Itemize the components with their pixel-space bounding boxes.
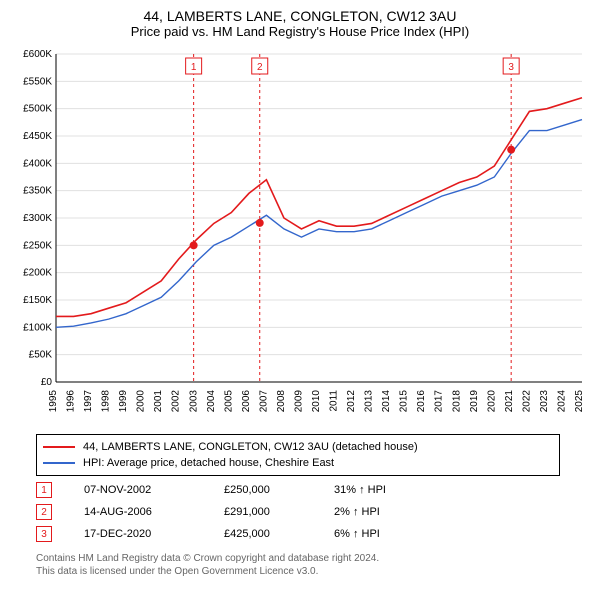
sale-pct: 2% ↑ HPI — [334, 506, 434, 518]
svg-text:£150K: £150K — [23, 295, 52, 306]
svg-text:2014: 2014 — [381, 390, 392, 413]
svg-text:2025: 2025 — [574, 390, 585, 413]
svg-text:£550K: £550K — [23, 76, 52, 87]
sale-price: £291,000 — [224, 506, 334, 518]
svg-text:1999: 1999 — [118, 390, 129, 413]
chart-title: 44, LAMBERTS LANE, CONGLETON, CW12 3AU — [0, 8, 600, 24]
svg-text:£600K: £600K — [23, 49, 52, 60]
svg-text:2002: 2002 — [171, 390, 182, 413]
sales-row: 1 07-NOV-2002 £250,000 31% ↑ HPI — [36, 480, 434, 500]
svg-text:£400K: £400K — [23, 158, 52, 169]
sale-price: £425,000 — [224, 528, 334, 540]
chart-area: £0 £50K £100K £150K £200K £250K £300K £350K £400… — [8, 46, 592, 426]
svg-text:£0: £0 — [41, 377, 53, 388]
sale-price: £250,000 — [224, 484, 334, 496]
legend-row: HPI: Average price, detached house, Ches… — [43, 455, 553, 471]
sale-marker-icon: 2 — [36, 504, 52, 520]
legend-box: 44, LAMBERTS LANE, CONGLETON, CW12 3AU (… — [36, 434, 560, 476]
sale-marker-icon: 1 — [36, 482, 52, 498]
svg-text:£500K: £500K — [23, 104, 52, 115]
svg-text:2007: 2007 — [258, 390, 269, 413]
svg-text:2020: 2020 — [486, 390, 497, 413]
svg-text:2006: 2006 — [241, 390, 252, 413]
svg-text:2013: 2013 — [364, 390, 375, 413]
line-chart-svg: £0 £50K £100K £150K £200K £250K £300K £350K £400… — [8, 46, 592, 426]
svg-text:2019: 2019 — [469, 390, 480, 413]
svg-text:2017: 2017 — [434, 390, 445, 413]
legend-row: 44, LAMBERTS LANE, CONGLETON, CW12 3AU (… — [43, 439, 553, 455]
legend-label: 44, LAMBERTS LANE, CONGLETON, CW12 3AU (… — [83, 441, 418, 453]
legend-swatch — [43, 446, 75, 448]
sale-pct: 31% ↑ HPI — [334, 484, 434, 496]
sale-pct: 6% ↑ HPI — [334, 528, 434, 540]
svg-text:2000: 2000 — [136, 390, 147, 413]
svg-text:2015: 2015 — [399, 390, 410, 413]
svg-text:£100K: £100K — [23, 322, 52, 333]
svg-text:2011: 2011 — [329, 390, 340, 412]
svg-text:£200K: £200K — [23, 268, 52, 279]
sale-date: 14-AUG-2006 — [84, 506, 224, 518]
svg-text:£300K: £300K — [23, 213, 52, 224]
svg-text:2021: 2021 — [504, 390, 515, 413]
legend-label: HPI: Average price, detached house, Ches… — [83, 457, 334, 469]
svg-text:2004: 2004 — [206, 390, 217, 413]
svg-text:2022: 2022 — [521, 390, 532, 413]
svg-text:1997: 1997 — [83, 390, 94, 413]
svg-text:£250K: £250K — [23, 240, 52, 251]
chart-subtitle: Price paid vs. HM Land Registry's House … — [0, 24, 600, 39]
svg-text:£450K: £450K — [23, 131, 52, 142]
svg-text:£350K: £350K — [23, 186, 52, 197]
svg-text:1: 1 — [191, 62, 197, 73]
svg-text:2001: 2001 — [153, 390, 164, 413]
sale-marker-icon: 3 — [36, 526, 52, 542]
footer-note: Contains HM Land Registry data © Crown c… — [36, 552, 379, 578]
svg-text:£50K: £50K — [29, 350, 53, 361]
svg-text:1996: 1996 — [66, 390, 77, 413]
footer-line: This data is licensed under the Open Gov… — [36, 565, 379, 578]
svg-text:2024: 2024 — [556, 390, 567, 413]
svg-text:2003: 2003 — [188, 390, 199, 413]
svg-text:2005: 2005 — [223, 390, 234, 413]
svg-text:2: 2 — [257, 62, 263, 73]
svg-text:1998: 1998 — [101, 390, 112, 413]
sales-table: 1 07-NOV-2002 £250,000 31% ↑ HPI 2 14-AU… — [36, 480, 434, 546]
svg-text:3: 3 — [508, 62, 514, 73]
svg-text:1995: 1995 — [48, 390, 59, 413]
svg-text:2023: 2023 — [539, 390, 550, 413]
svg-text:2018: 2018 — [451, 390, 462, 413]
svg-text:2009: 2009 — [293, 390, 304, 413]
sales-row: 3 17-DEC-2020 £425,000 6% ↑ HPI — [36, 524, 434, 544]
svg-text:2010: 2010 — [311, 390, 322, 413]
svg-text:2012: 2012 — [346, 390, 357, 413]
sale-date: 07-NOV-2002 — [84, 484, 224, 496]
svg-text:2008: 2008 — [276, 390, 287, 413]
footer-line: Contains HM Land Registry data © Crown c… — [36, 552, 379, 565]
chart-container: 44, LAMBERTS LANE, CONGLETON, CW12 3AU P… — [0, 0, 600, 590]
svg-text:2016: 2016 — [416, 390, 427, 413]
legend-swatch — [43, 462, 75, 464]
sale-date: 17-DEC-2020 — [84, 528, 224, 540]
title-block: 44, LAMBERTS LANE, CONGLETON, CW12 3AU P… — [0, 0, 600, 39]
sales-row: 2 14-AUG-2006 £291,000 2% ↑ HPI — [36, 502, 434, 522]
